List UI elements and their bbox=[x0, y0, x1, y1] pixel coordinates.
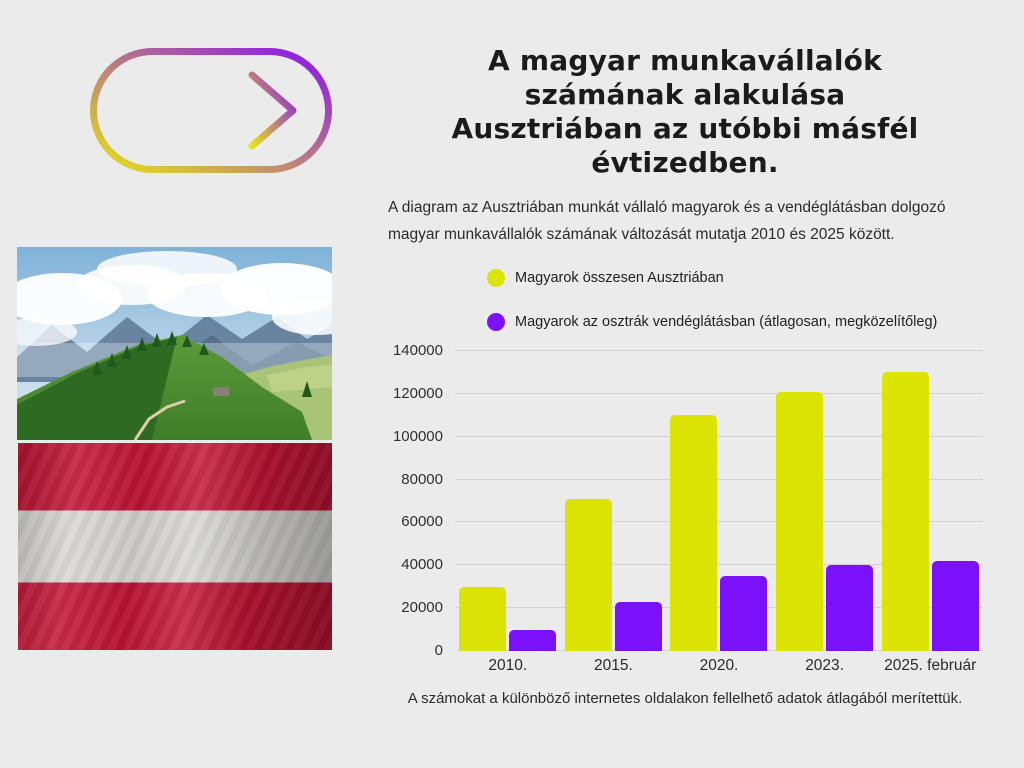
conifer-trees bbox=[92, 331, 312, 397]
gridline bbox=[455, 350, 983, 351]
legend-item-total: Magyarok összesen Ausztriában bbox=[487, 268, 724, 288]
bar-series-1 bbox=[931, 561, 979, 651]
legend-label: Magyarok összesen Ausztriában bbox=[515, 270, 724, 286]
title-line: A magyar munkavállalók bbox=[488, 44, 882, 77]
bar-series-1 bbox=[614, 601, 662, 651]
austrian-flag-photo bbox=[18, 443, 332, 650]
title-line: számának alakulása bbox=[524, 78, 846, 111]
forest-slope bbox=[17, 337, 177, 440]
gridline bbox=[455, 650, 983, 651]
y-axis-tick-label: 100000 bbox=[392, 427, 443, 445]
y-axis-tick-label: 0 bbox=[434, 642, 443, 659]
y-axis-tick-label: 40000 bbox=[401, 556, 443, 574]
bar-series-1 bbox=[720, 576, 768, 651]
bar-group bbox=[877, 351, 983, 651]
bar-group bbox=[772, 351, 878, 651]
title-line: évtizedben. bbox=[591, 146, 779, 179]
flag-fabric-folds bbox=[18, 443, 332, 650]
gridline bbox=[455, 478, 983, 480]
x-axis-tick-label: 2020. bbox=[699, 657, 739, 674]
x-axis-tick-label: 2010. bbox=[488, 657, 528, 674]
bar-series-0 bbox=[881, 372, 929, 651]
bar-series-0 bbox=[670, 415, 718, 651]
bar-series-0 bbox=[459, 586, 507, 651]
chart-description: A diagram az Ausztriában munkát vállaló … bbox=[388, 199, 946, 243]
title-line: Ausztriában az utóbbi másfél bbox=[451, 112, 919, 145]
bar-series-1 bbox=[826, 565, 874, 651]
bar-series-1 bbox=[509, 629, 557, 651]
x-axis-tick-label: 2023. bbox=[805, 657, 844, 674]
bar-group bbox=[666, 351, 772, 651]
pill-outline bbox=[90, 48, 332, 173]
bar-series-0 bbox=[564, 498, 612, 651]
page-title: A magyar munkavállalók számának alakulás… bbox=[388, 44, 982, 180]
legend-swatch bbox=[487, 269, 505, 287]
gridline bbox=[455, 607, 983, 609]
bar-series-0 bbox=[776, 391, 824, 651]
valley-fields bbox=[267, 365, 332, 392]
bar-chart: 0 20000 40000 60000 80000 100000 120000 140000 … bbox=[385, 342, 983, 674]
x-axis-tick-label: 2015. bbox=[593, 657, 633, 674]
x-axis-tick-label: 2025. február bbox=[884, 657, 977, 674]
y-axis-tick-label: 120000 bbox=[392, 384, 443, 402]
chart-plot bbox=[455, 350, 983, 651]
y-axis-tick-label: 80000 bbox=[401, 470, 443, 488]
right-arrow-icon bbox=[90, 48, 332, 173]
legend-label: Magyarok az osztrák vendéglátásban (átla… bbox=[515, 314, 938, 330]
gridline bbox=[455, 392, 983, 394]
legend-item-hospitality: Magyarok az osztrák vendéglátásban (átla… bbox=[487, 312, 937, 332]
y-axis-tick-label: 20000 bbox=[401, 599, 443, 617]
bar-group bbox=[561, 351, 667, 651]
y-axis-tick-label: 60000 bbox=[401, 513, 443, 531]
hut bbox=[213, 387, 229, 396]
gridline bbox=[455, 564, 983, 566]
gridline bbox=[455, 521, 983, 523]
legend-swatch bbox=[487, 313, 505, 331]
gridline bbox=[455, 435, 983, 437]
clouds bbox=[17, 251, 332, 346]
mountain-landscape-photo bbox=[17, 247, 332, 440]
bar-group bbox=[455, 351, 561, 651]
chart-y-axis: 0 20000 40000 60000 80000 100000 120000 140000 bbox=[385, 342, 443, 659]
y-axis-tick-label: 140000 bbox=[392, 342, 443, 359]
source-note: A számokat a különböző internetes oldala… bbox=[407, 690, 963, 707]
arrow-head bbox=[248, 71, 297, 150]
trail bbox=[133, 399, 186, 440]
